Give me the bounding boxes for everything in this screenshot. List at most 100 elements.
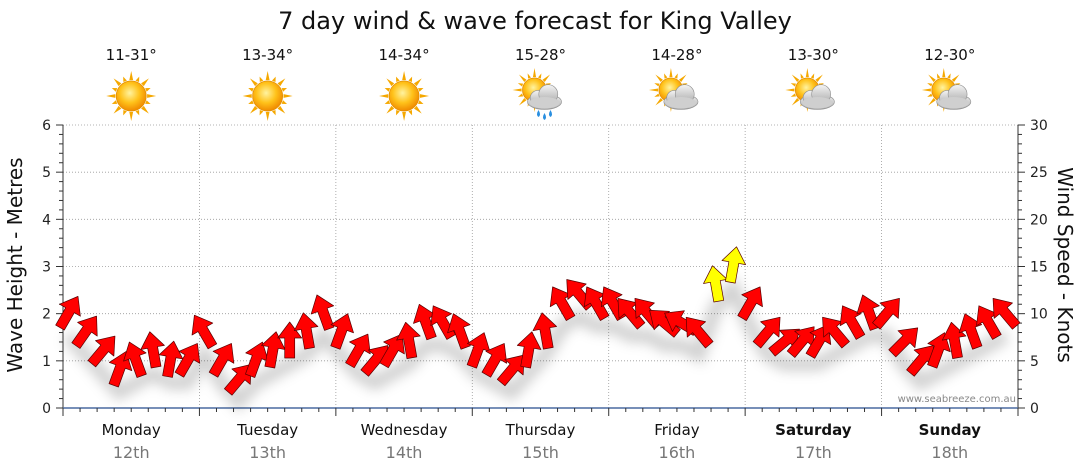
wind-arrow bbox=[752, 316, 781, 349]
sun-ray bbox=[655, 74, 663, 82]
wind-arrow bbox=[992, 298, 1021, 330]
sun-ray bbox=[265, 111, 270, 121]
sun-disc bbox=[252, 80, 284, 112]
wind-arrow-shape bbox=[888, 327, 919, 358]
cloud-shape bbox=[663, 84, 699, 110]
wind-arrow bbox=[379, 333, 405, 369]
day-date-label: 14th bbox=[386, 443, 423, 462]
sun-ray bbox=[527, 73, 531, 79]
y2-axis-label: Wind Speed - Knots bbox=[1053, 167, 1077, 363]
right-tick-label: 15 bbox=[1030, 260, 1048, 276]
sun-ray bbox=[921, 88, 931, 92]
wind-arrow-shape bbox=[481, 343, 508, 378]
daily-weather-header: 11-31° 13-34° 14-34° 15-28° 14-28° 13-30° 12-3… bbox=[106, 46, 975, 121]
wind-arrow bbox=[191, 314, 218, 350]
cloud-fill bbox=[802, 97, 833, 109]
sun-ray bbox=[517, 93, 524, 97]
wind-arrow bbox=[447, 313, 471, 350]
wind-arrow-shape bbox=[158, 340, 184, 378]
sun-ray bbox=[123, 76, 127, 83]
sun-ray bbox=[512, 88, 522, 92]
wind-arrow-shape bbox=[293, 312, 319, 350]
sun-ray bbox=[674, 73, 678, 79]
sun-ray bbox=[106, 94, 116, 98]
right-tick-label: 10 bbox=[1030, 307, 1048, 323]
sun-ray bbox=[532, 68, 537, 78]
sun-ray bbox=[396, 109, 400, 116]
cloud-shape bbox=[527, 84, 562, 110]
wind-arrow-shape bbox=[174, 343, 201, 378]
sunny-icon bbox=[106, 71, 157, 121]
sun-ray bbox=[384, 100, 391, 105]
rain-drop bbox=[543, 113, 546, 120]
wind-arrow bbox=[140, 331, 165, 369]
sun-ray bbox=[669, 68, 673, 78]
cloud-fill bbox=[665, 97, 697, 109]
sun-ray bbox=[135, 109, 140, 116]
wind-arrow bbox=[685, 316, 714, 349]
sun-ray bbox=[265, 71, 270, 81]
cloud-shape bbox=[799, 84, 835, 110]
day-date-label: 12th bbox=[113, 443, 150, 462]
sun-ray bbox=[277, 105, 286, 114]
temp-range-label: 13-30° bbox=[788, 46, 839, 64]
left-tick-label: 1 bbox=[42, 354, 51, 370]
sun-ray bbox=[113, 78, 122, 87]
left-tick-label: 4 bbox=[42, 212, 51, 228]
wind-arrow-shape bbox=[721, 246, 746, 284]
day-name-label: Tuesday bbox=[236, 421, 298, 439]
sun-ray bbox=[654, 93, 660, 97]
series-shadow bbox=[62, 275, 1010, 413]
right-tick-label: 20 bbox=[1030, 212, 1048, 228]
sun-ray bbox=[800, 73, 804, 79]
sun-ray bbox=[790, 93, 797, 97]
sun-ray bbox=[418, 87, 424, 92]
showers-icon bbox=[512, 68, 562, 120]
sun-ray bbox=[942, 68, 946, 78]
wind-arrow bbox=[310, 294, 335, 331]
chart-title: 7 day wind & wave forecast for King Vall… bbox=[278, 7, 792, 35]
sun-disc bbox=[115, 80, 147, 112]
wind-arrow bbox=[174, 343, 201, 378]
wind-arrow-shape bbox=[516, 331, 542, 369]
sun-rays bbox=[379, 71, 430, 121]
wind-arrow-shape bbox=[55, 296, 81, 331]
wind-arrow bbox=[737, 286, 763, 321]
sun-ray bbox=[111, 100, 118, 105]
sun-ray bbox=[379, 94, 389, 98]
sun-ray bbox=[271, 109, 276, 116]
cloud-shape bbox=[936, 84, 972, 110]
wind-arrow-shape bbox=[839, 305, 866, 340]
sun-rays bbox=[106, 71, 157, 121]
sun-ray bbox=[518, 98, 527, 106]
sun-ray bbox=[281, 87, 288, 92]
wind-arrow-shape bbox=[87, 335, 116, 368]
sun-ray bbox=[947, 73, 951, 79]
wind-arrow-shape bbox=[345, 333, 371, 369]
wind-arrow bbox=[721, 246, 746, 284]
wind-arrow-shape bbox=[310, 294, 335, 331]
sun-ray bbox=[654, 83, 660, 87]
wind-arrow-shape bbox=[532, 312, 557, 350]
wind-arrow bbox=[927, 332, 951, 369]
sun-ray bbox=[396, 76, 400, 83]
sun-ray bbox=[805, 68, 809, 78]
day-date-label: 18th bbox=[931, 443, 968, 462]
wind-arrow-shape bbox=[208, 343, 235, 378]
sun-ray bbox=[277, 78, 286, 87]
partly-cloudy-icon bbox=[648, 68, 699, 112]
sun-ray bbox=[927, 83, 933, 87]
sun-ray bbox=[517, 83, 524, 87]
sun-ray bbox=[249, 105, 258, 114]
sun-ray bbox=[145, 100, 151, 105]
wind-arrow-shape bbox=[685, 316, 714, 349]
wind-arrow-shape bbox=[330, 313, 354, 350]
sun-ray bbox=[259, 109, 264, 116]
wind-arrow-shape bbox=[277, 321, 303, 359]
wind-arrow-shape bbox=[958, 313, 983, 350]
sun-ray bbox=[678, 74, 687, 82]
sun-ray bbox=[271, 76, 276, 83]
sun-ray bbox=[648, 88, 659, 92]
wind-arrows-series bbox=[55, 246, 1021, 413]
